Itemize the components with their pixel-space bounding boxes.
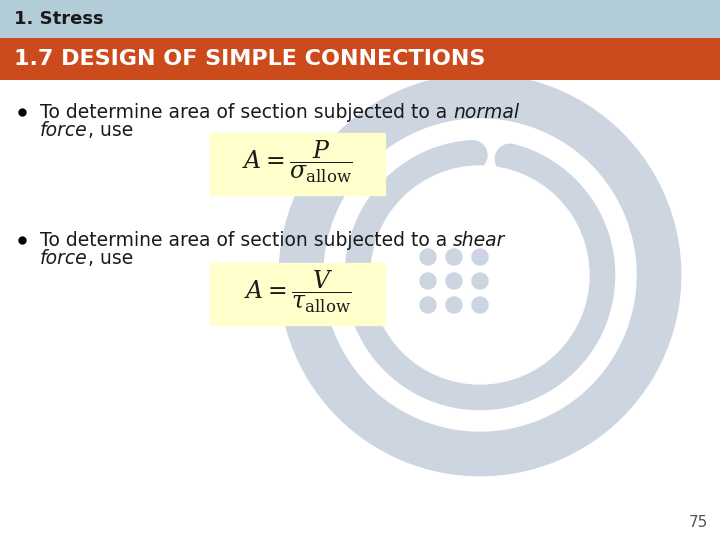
Circle shape: [446, 297, 462, 313]
Circle shape: [371, 166, 589, 384]
Circle shape: [287, 82, 673, 468]
Circle shape: [446, 273, 462, 289]
FancyBboxPatch shape: [210, 263, 385, 325]
Bar: [0, 38, 720, 80]
Circle shape: [324, 119, 636, 431]
Text: To determine area of section subjected to a: To determine area of section subjected t…: [40, 103, 454, 122]
Text: force: force: [40, 248, 88, 267]
Text: , use: , use: [88, 120, 133, 139]
Text: 75: 75: [689, 515, 708, 530]
Text: normal: normal: [454, 103, 519, 122]
Text: shear: shear: [454, 231, 505, 249]
Circle shape: [472, 249, 488, 265]
Circle shape: [324, 119, 636, 431]
Circle shape: [446, 249, 462, 265]
Circle shape: [472, 273, 488, 289]
Circle shape: [472, 297, 488, 313]
Text: $A = \dfrac{V}{\tau_{\mathrm{allow}}}$: $A = \dfrac{V}{\tau_{\mathrm{allow}}}$: [243, 269, 351, 315]
Text: $A = \dfrac{P}{\sigma_{\mathrm{allow}}}$: $A = \dfrac{P}{\sigma_{\mathrm{allow}}}$: [242, 139, 353, 185]
Text: force: force: [40, 120, 88, 139]
Text: 1.7 DESIGN OF SIMPLE CONNECTIONS: 1.7 DESIGN OF SIMPLE CONNECTIONS: [14, 49, 485, 69]
Circle shape: [420, 297, 436, 313]
Bar: [0, 0, 720, 38]
Circle shape: [420, 273, 436, 289]
Text: To determine area of section subjected to a: To determine area of section subjected t…: [40, 231, 454, 249]
Text: 1. Stress: 1. Stress: [14, 10, 104, 28]
Circle shape: [420, 249, 436, 265]
FancyBboxPatch shape: [210, 133, 385, 195]
Text: , use: , use: [88, 248, 133, 267]
